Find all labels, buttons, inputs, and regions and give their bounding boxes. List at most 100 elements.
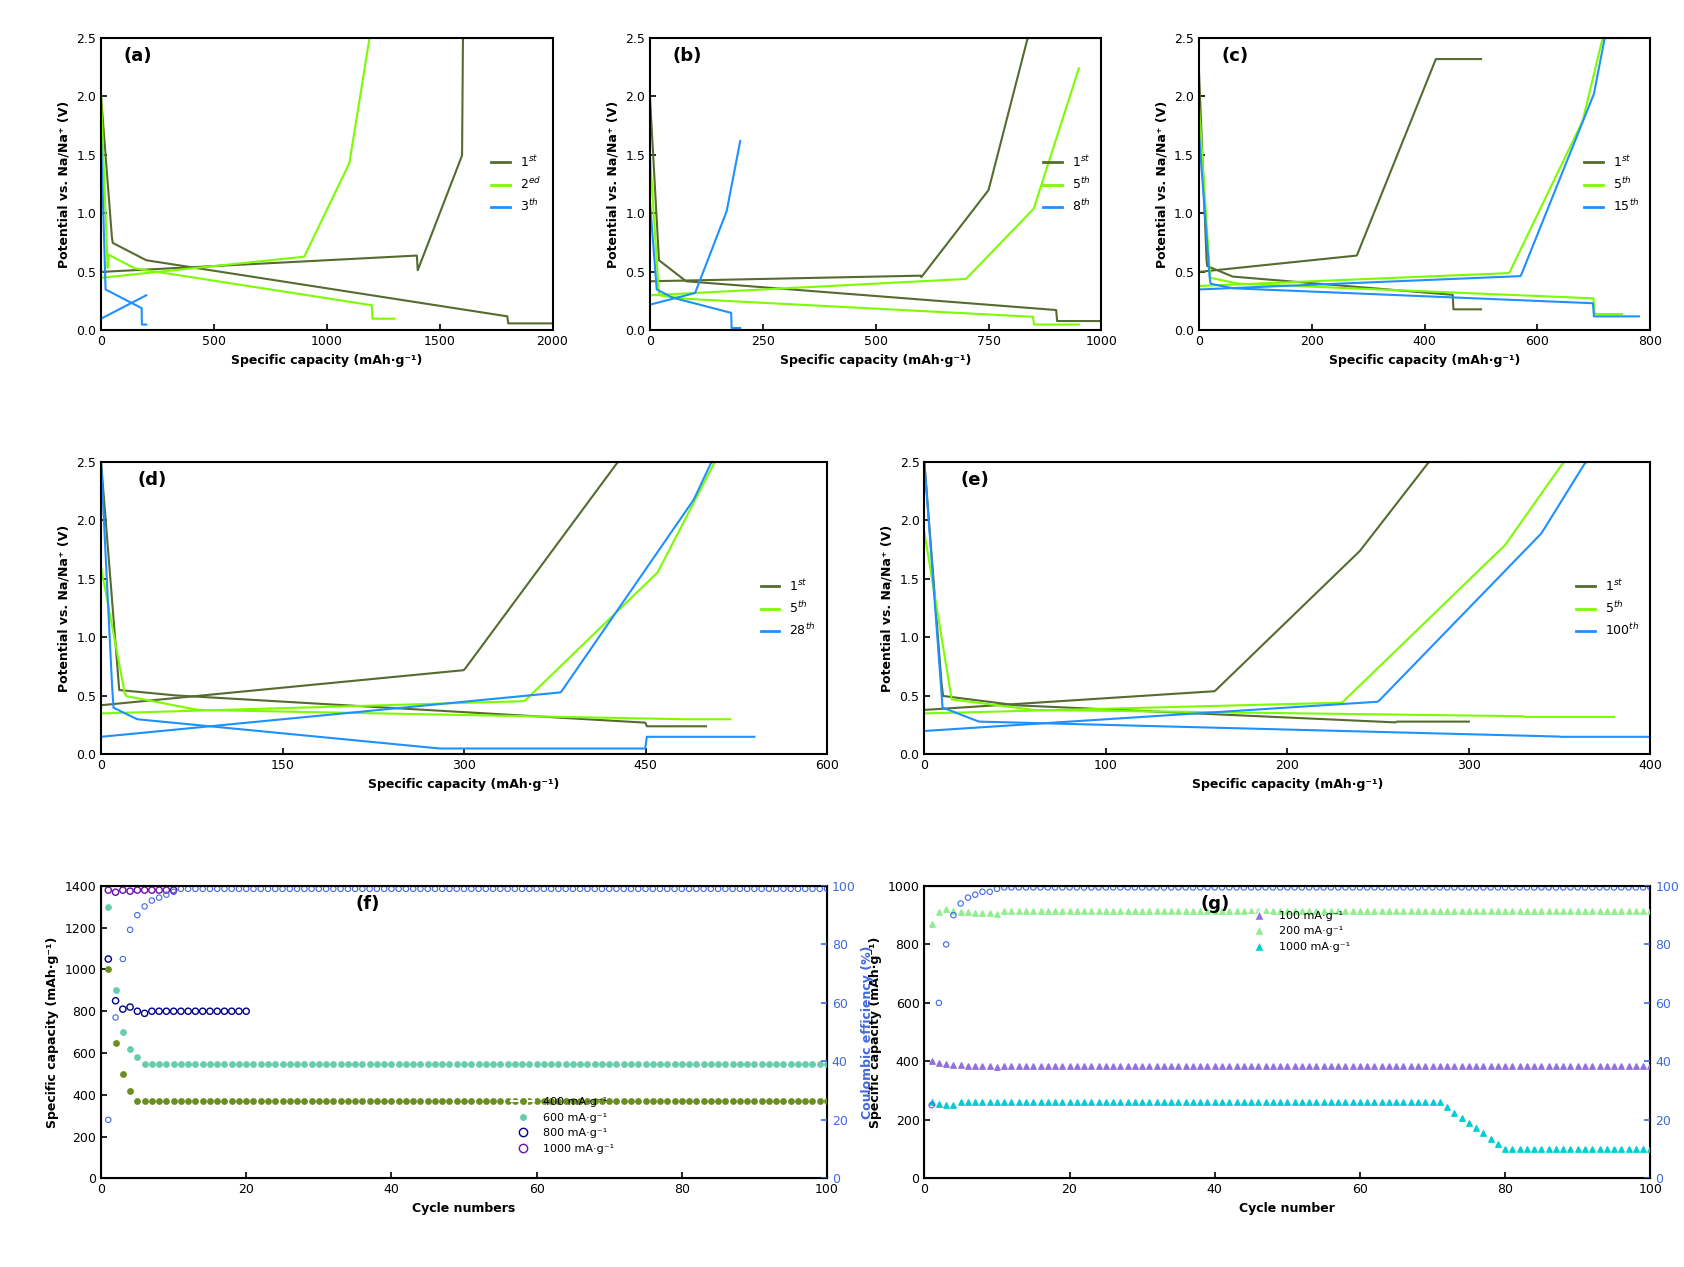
Point [1056, 1092, 1083, 1112]
Point [1282, 877, 1308, 897]
Point [1143, 901, 1170, 921]
Point [458, 879, 485, 900]
Point [1420, 1055, 1447, 1076]
Point [807, 1091, 834, 1111]
Point [1223, 1055, 1250, 1076]
Point [1411, 901, 1438, 921]
Point [1084, 1092, 1111, 1112]
Point [1586, 1055, 1613, 1076]
Point [1376, 1092, 1403, 1112]
Point [421, 1054, 448, 1074]
Point [990, 877, 1017, 897]
Point [807, 1054, 834, 1074]
Point [625, 1091, 652, 1111]
Point [1172, 1055, 1199, 1076]
Point [1115, 877, 1142, 897]
Point [675, 1054, 702, 1074]
Point [320, 1054, 347, 1074]
Point [509, 1091, 536, 1111]
Point [918, 1052, 945, 1072]
Point [748, 879, 775, 900]
Point [1514, 1055, 1541, 1076]
Point [1361, 901, 1388, 921]
Point [219, 879, 246, 900]
Point [1580, 1139, 1607, 1159]
Point [1244, 877, 1271, 897]
Point [962, 902, 989, 922]
Point [1484, 1134, 1511, 1154]
Point [1404, 1092, 1431, 1112]
Point [145, 1054, 172, 1074]
Point [327, 1054, 354, 1074]
Point [704, 879, 731, 900]
Point [1005, 1055, 1032, 1076]
Point [153, 1001, 180, 1021]
Point [1383, 1055, 1410, 1076]
Point [298, 879, 325, 900]
Point [370, 1054, 397, 1074]
Point [1317, 1092, 1344, 1112]
Point [524, 1091, 551, 1111]
Point [232, 1091, 259, 1111]
Point [364, 879, 391, 900]
Point [537, 879, 564, 900]
Point [669, 1054, 695, 1074]
Point [1012, 1092, 1039, 1112]
Point [182, 1054, 209, 1074]
Point [1100, 1055, 1127, 1076]
Point [1209, 1055, 1236, 1076]
Point [1021, 1092, 1047, 1112]
Point [1209, 1092, 1236, 1112]
Point [1128, 901, 1155, 921]
Point [219, 1054, 246, 1074]
Point [1317, 1055, 1344, 1076]
Point [1571, 1055, 1598, 1076]
Point [125, 1047, 152, 1067]
Point [1034, 1055, 1061, 1076]
Point [116, 881, 143, 901]
Point [1477, 901, 1504, 921]
Point [1137, 901, 1164, 921]
Point [1564, 1055, 1591, 1076]
Point [682, 1091, 709, 1111]
Point [770, 879, 797, 900]
Point [933, 934, 960, 954]
Point [94, 949, 121, 969]
Point [1266, 1092, 1293, 1112]
Point [1122, 901, 1148, 921]
Point [349, 1091, 376, 1111]
Point [1179, 877, 1206, 897]
Point [219, 1091, 246, 1111]
Point [377, 879, 404, 900]
Point [1484, 877, 1511, 897]
Point [283, 879, 310, 900]
Point [1433, 877, 1460, 897]
Point [131, 896, 158, 916]
Point [1630, 877, 1657, 897]
Point [653, 879, 680, 900]
Point [748, 1054, 775, 1074]
Point [1231, 901, 1258, 921]
X-axis label: Cycle number: Cycle number [1239, 1201, 1335, 1215]
Point [588, 879, 615, 900]
Point [990, 901, 1017, 921]
Point [933, 900, 960, 920]
Point [1586, 901, 1613, 921]
Point [399, 1054, 426, 1074]
Point [662, 879, 689, 900]
Point [1347, 901, 1374, 921]
Point [1455, 877, 1482, 897]
Point [1477, 1055, 1504, 1076]
Point [625, 1054, 652, 1074]
Point [778, 879, 805, 900]
Point [1253, 877, 1280, 897]
Point [1187, 877, 1214, 897]
Text: (d): (d) [138, 471, 167, 489]
Point [487, 1054, 514, 1074]
Point [1492, 877, 1519, 897]
Point [726, 879, 753, 900]
Point [138, 881, 165, 901]
Point [734, 1091, 761, 1111]
Point [647, 1054, 674, 1074]
Point [1347, 1092, 1374, 1112]
